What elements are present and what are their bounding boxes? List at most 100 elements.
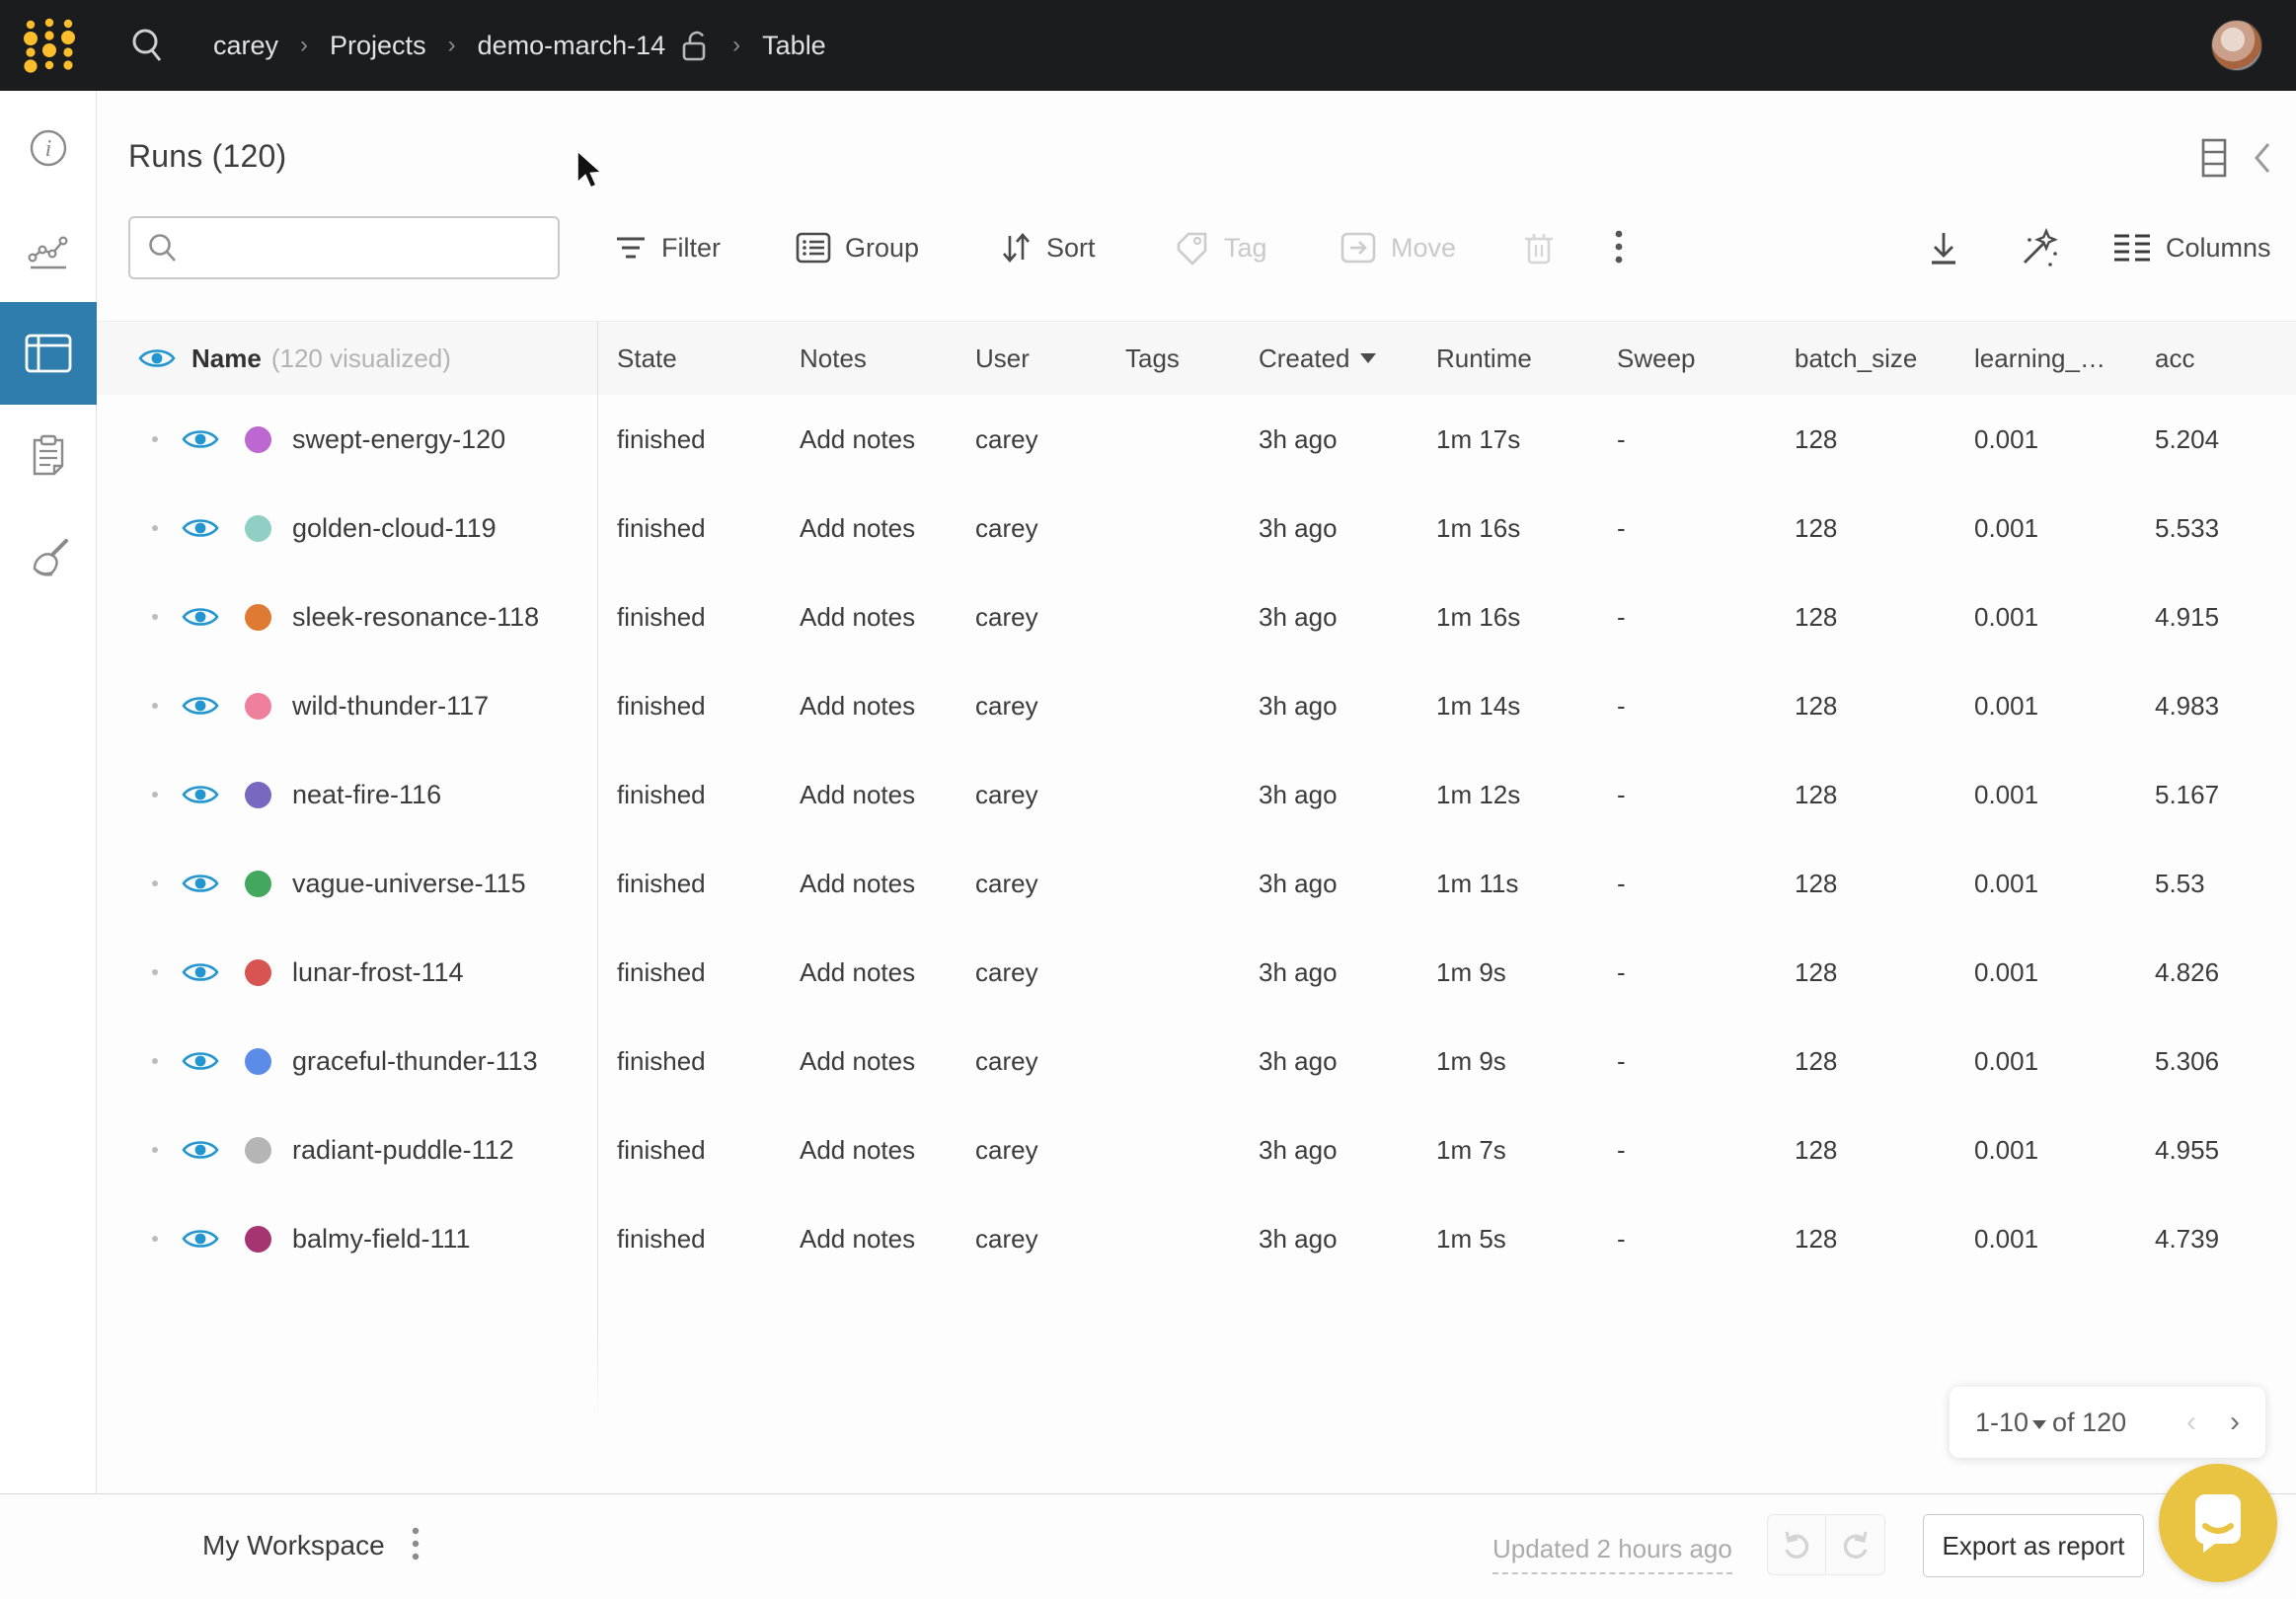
wandb-logo[interactable] [0,0,97,91]
cell-user: carey [975,423,1038,454]
cell-notes[interactable]: Add notes [800,1134,916,1165]
row-drag-handle[interactable] [152,1147,158,1153]
column-header-user[interactable]: User [956,322,1106,395]
column-header-notes[interactable]: Notes [780,322,956,395]
collapse-panel-icon[interactable] [2253,141,2272,175]
global-search-button[interactable] [126,24,170,67]
visibility-eye-icon[interactable] [182,604,219,630]
cell-notes[interactable]: Add notes [800,956,916,987]
workspace-menu-button[interactable] [411,1526,421,1563]
workspace-name[interactable]: My Workspace [202,1530,385,1561]
sidebar-item-charts[interactable] [0,199,97,302]
sidebar-item-table[interactable] [0,302,97,405]
column-header-state[interactable]: State [597,322,780,395]
visibility-eye-icon[interactable] [182,1137,219,1163]
sidebar-item-overview[interactable]: i [0,97,97,199]
cell-notes[interactable]: Add notes [800,423,916,454]
sidebar-item-notes[interactable] [0,405,97,507]
column-header-created[interactable]: Created [1239,322,1416,395]
run-name-link[interactable]: vague-universe-115 [292,868,526,898]
visibility-eye-icon[interactable] [182,426,219,452]
row-drag-handle[interactable] [152,969,158,975]
row-drag-handle[interactable] [152,614,158,620]
run-name-link[interactable]: radiant-puddle-112 [292,1134,514,1165]
group-button[interactable]: Group [796,216,919,279]
run-color-dot[interactable] [245,781,271,808]
breadcrumb-project[interactable]: demo-march-14 [477,30,666,60]
export-as-report-button[interactable]: Export as report [1923,1514,2144,1577]
visibility-eye-icon[interactable] [182,959,219,985]
run-color-dot[interactable] [245,425,271,453]
next-page-button[interactable]: › [2230,1406,2240,1438]
sidebar-item-sweeps[interactable] [0,507,97,610]
run-name-link[interactable]: golden-cloud-119 [292,512,497,543]
sort-button[interactable]: Sort [999,216,1096,279]
cell-notes[interactable]: Add notes [800,1223,916,1254]
row-drag-handle[interactable] [152,1058,158,1064]
cell-notes[interactable]: Add notes [800,690,916,721]
cell-notes[interactable]: Add notes [800,1045,916,1076]
row-drag-handle[interactable] [152,525,158,531]
column-header-learning-[interactable]: learning_… [1954,322,2135,395]
column-header-name[interactable]: Name (120 visualized) [97,322,597,395]
column-header-sweep[interactable]: Sweep [1597,322,1775,395]
run-name-link[interactable]: sleek-resonance-118 [292,601,540,632]
row-drag-handle[interactable] [152,792,158,798]
cell-user: carey [975,512,1038,543]
breadcrumb-user[interactable]: carey [213,30,279,60]
visibility-eye-icon[interactable] [182,1048,219,1074]
panel-layout-icon[interactable] [2201,138,2227,178]
breadcrumb-page[interactable]: Table [762,30,826,60]
row-drag-handle[interactable] [152,1236,158,1242]
previous-page-button: ‹ [2186,1406,2196,1438]
cell-notes[interactable]: Add notes [800,512,916,543]
more-options-button[interactable] [1614,216,1624,279]
pagination-range[interactable]: 1-10 [1975,1407,2029,1437]
cell-notes[interactable]: Add notes [800,779,916,809]
export-csv-button[interactable] [1926,216,1961,279]
column-header-label: Created [1259,343,1350,373]
run-name-link[interactable]: balmy-field-111 [292,1223,471,1254]
run-color-dot[interactable] [245,603,271,631]
cell-sweep: - [1617,868,1626,898]
sort-direction-caret-icon[interactable] [1359,353,1376,363]
row-drag-handle[interactable] [152,436,158,442]
column-header-runtime[interactable]: Runtime [1416,322,1597,395]
run-color-dot[interactable] [245,1047,271,1075]
visibility-eye-icon[interactable] [138,345,176,371]
runs-search-input[interactable] [190,232,545,264]
runs-search-box[interactable] [128,216,560,279]
run-color-dot[interactable] [245,514,271,542]
kebab-menu-icon [1615,230,1623,264]
run-name-link[interactable]: neat-fire-116 [292,779,442,809]
row-drag-handle[interactable] [152,880,158,886]
cell-notes[interactable]: Add notes [800,868,916,898]
visibility-eye-icon[interactable] [182,515,219,541]
column-header-tags[interactable]: Tags [1106,322,1239,395]
row-drag-handle[interactable] [152,703,158,709]
visibility-eye-icon[interactable] [182,1226,219,1252]
run-name-link[interactable]: graceful-thunder-113 [292,1045,538,1076]
run-color-dot[interactable] [245,958,271,986]
column-header-batch-size[interactable]: batch_size [1775,322,1954,395]
run-name-link[interactable]: swept-energy-120 [292,423,506,454]
magic-columns-button[interactable] [2017,216,2060,279]
run-name-link[interactable]: wild-thunder-117 [292,690,490,721]
columns-button[interactable]: Columns [2112,216,2271,279]
visibility-eye-icon[interactable] [182,871,219,896]
run-name-link[interactable]: lunar-frost-114 [292,956,464,987]
run-color-dot[interactable] [245,692,271,720]
chat-support-button[interactable] [2159,1464,2277,1582]
breadcrumb-projects[interactable]: Projects [330,30,426,60]
visibility-eye-icon[interactable] [182,782,219,807]
cell-notes[interactable]: Add notes [800,601,916,632]
column-header-acc[interactable]: acc [2135,322,2296,395]
visibility-eye-icon[interactable] [182,693,219,719]
filter-button[interactable]: Filter [614,216,721,279]
user-avatar[interactable] [2211,20,2262,71]
last-updated-label[interactable]: Updated 2 hours ago [1492,1534,1732,1574]
run-color-dot[interactable] [245,1225,271,1253]
run-color-dot[interactable] [245,1136,271,1164]
run-color-dot[interactable] [245,870,271,897]
page-size-caret-icon[interactable] [2032,1419,2047,1429]
